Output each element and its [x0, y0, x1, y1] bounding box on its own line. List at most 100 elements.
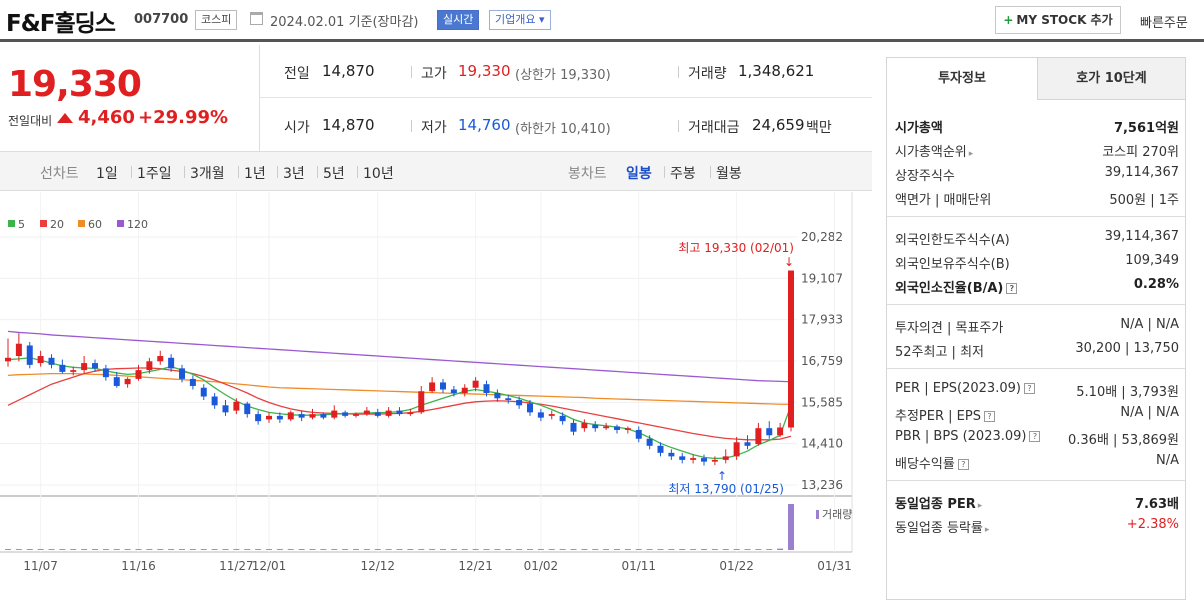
period-tab-4[interactable]: 1년: [244, 166, 266, 182]
arrow-icon[interactable]: ▸: [984, 525, 990, 535]
candle-body: [581, 422, 588, 429]
candle-tab-1[interactable]: 일봉: [626, 166, 652, 182]
info-row: 시가총액 7,561억원: [895, 114, 1179, 138]
x-tick-label: 12/01: [252, 559, 287, 573]
tab-investment-info[interactable]: 투자정보: [887, 58, 1037, 100]
volume-bar: [516, 549, 523, 550]
chart-background: [0, 192, 872, 600]
volume-bar: [635, 549, 642, 550]
current-price: 19,330: [8, 64, 142, 105]
volume-bar: [124, 549, 131, 550]
ma120-line: [7, 330, 792, 383]
candle-body: [418, 391, 425, 413]
period-tab-5[interactable]: 3년: [283, 166, 305, 182]
period-tab-7[interactable]: 10년: [363, 166, 394, 182]
candle-body: [614, 426, 620, 430]
info-value: +2.38%: [1126, 517, 1179, 532]
info-row: 동일업종 등락률 ▸ +2.38%: [895, 514, 1179, 538]
help-icon[interactable]: ?: [983, 411, 995, 422]
volume-bar: [755, 549, 762, 550]
info-row: PBR | BPS (2023.09)? 0.36배 | 53,869원: [895, 426, 1179, 450]
high-annotation: 최고 19,330 (02/01): [678, 241, 794, 255]
volume-bar: [646, 549, 653, 550]
investment-info-panel: 투자정보 호가 10단계 시가총액 7,561억원 시가총액순위 ▸ 코스피 270위 상…: [886, 57, 1186, 600]
candle-body: [189, 378, 196, 386]
volume-bar: [396, 549, 403, 550]
candle-body: [592, 424, 599, 429]
legend-label: 5: [18, 218, 25, 231]
volume-bar: [429, 549, 436, 550]
volume-bar: [657, 549, 664, 550]
info-row: 52주최고 | 최저 30,200 | 13,750: [895, 338, 1179, 362]
volume-bar: [385, 549, 392, 550]
x-tick-label: 01/11: [621, 559, 656, 573]
candle-body: [26, 345, 33, 365]
volume-bar: [244, 549, 251, 550]
quick-order-link[interactable]: 빠른주문: [1140, 16, 1188, 31]
candle-body: [113, 377, 120, 386]
arrow-icon[interactable]: ▸: [968, 149, 974, 159]
candle-body: [179, 368, 185, 379]
volume-bar: [233, 549, 240, 550]
volume-bar: [309, 549, 316, 550]
candle-body: [59, 364, 66, 372]
candle-tab-3[interactable]: 월봉: [716, 166, 742, 182]
candle-body: [70, 370, 77, 372]
info-row: 배당수익률? N/A: [895, 450, 1179, 474]
info-row: 투자의견 | 목표주가 N/A | N/A: [895, 314, 1179, 338]
y-tick-label: 14,410: [801, 437, 843, 451]
candle-body: [353, 414, 359, 416]
low-label: 저가: [421, 120, 447, 136]
trade-value: 24,659: [752, 116, 805, 134]
legend-swatch: [8, 220, 15, 227]
help-icon[interactable]: ?: [957, 459, 969, 470]
candle-body: [755, 428, 762, 445]
volume-bar: [440, 549, 446, 550]
volume-bar: [363, 549, 370, 550]
help-icon[interactable]: ?: [1006, 283, 1018, 294]
legend-label: 20: [50, 218, 64, 231]
info-key: PBR | BPS (2023.09)?: [895, 429, 1041, 444]
volume-bar: [5, 549, 11, 550]
candle-body: [429, 382, 436, 392]
realtime-badge[interactable]: 실시간: [437, 10, 480, 30]
period-tab-1[interactable]: 1일: [96, 166, 118, 182]
add-my-stock-button[interactable]: + MY STOCK 추가: [995, 6, 1121, 34]
volume-bar: [777, 548, 784, 550]
help-icon[interactable]: ?: [1029, 431, 1041, 442]
info-key: 외국인소진율(B/A)?: [895, 277, 1018, 296]
help-icon[interactable]: ?: [1023, 383, 1035, 394]
candle-body: [222, 405, 229, 413]
x-tick-label: 11/16: [121, 559, 156, 573]
period-tab-6[interactable]: 5년: [323, 166, 345, 182]
period-tab-2[interactable]: 1주일: [137, 166, 172, 182]
volume-bar: [624, 549, 631, 550]
volume-bar: [701, 549, 707, 550]
y-tick-label: 13,236: [801, 478, 843, 492]
candle-body: [374, 412, 381, 416]
divider: [664, 166, 665, 178]
candle-body: [211, 396, 218, 406]
candle-body: [233, 401, 240, 411]
volume-bar: [722, 549, 729, 550]
candle-body: [461, 387, 468, 393]
up-arrow-icon: ↑: [717, 469, 727, 483]
y-tick-label: 19,107: [801, 271, 843, 285]
info-value: 0.36배 | 53,869원: [1068, 433, 1179, 448]
price-chart[interactable]: 20,282 19,107 17,933 16,759 15,585 14,410 13,2…: [0, 192, 872, 600]
volume-bar: [287, 549, 294, 550]
x-tick-label: 12/12: [360, 559, 395, 573]
volume-bar: [505, 549, 512, 550]
candle-body: [266, 415, 272, 420]
volume-bar: [733, 549, 740, 550]
candle-body: [157, 356, 164, 362]
company-overview-button[interactable]: 기업개요 ▾: [489, 10, 551, 30]
legend-swatch: [40, 220, 47, 227]
arrow-icon[interactable]: ▸: [977, 501, 983, 511]
info-value: 7,561억원: [1113, 121, 1179, 136]
candle-tab-2[interactable]: 주봉: [670, 166, 696, 182]
volume-bar: [331, 549, 338, 550]
candle-body: [722, 456, 729, 460]
tab-order-book[interactable]: 호가 10단계: [1037, 58, 1185, 100]
period-tab-3[interactable]: 3개월: [190, 166, 225, 182]
